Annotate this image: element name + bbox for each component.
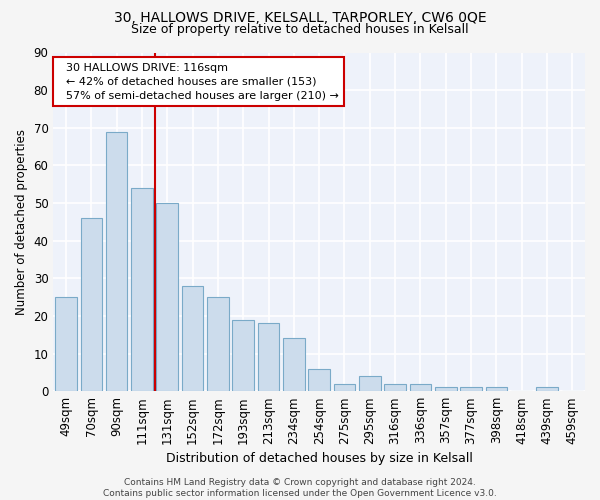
Bar <box>207 297 229 391</box>
Bar <box>385 384 406 391</box>
Text: 30 HALLOWS DRIVE: 116sqm
  ← 42% of detached houses are smaller (153)
  57% of s: 30 HALLOWS DRIVE: 116sqm ← 42% of detach… <box>59 62 338 100</box>
Bar <box>80 218 102 391</box>
Bar <box>485 388 507 391</box>
Bar <box>232 320 254 391</box>
Bar <box>157 203 178 391</box>
X-axis label: Distribution of detached houses by size in Kelsall: Distribution of detached houses by size … <box>166 452 473 465</box>
Bar <box>410 384 431 391</box>
Bar <box>334 384 355 391</box>
Y-axis label: Number of detached properties: Number of detached properties <box>15 129 28 315</box>
Bar <box>106 132 127 391</box>
Text: 30, HALLOWS DRIVE, KELSALL, TARPORLEY, CW6 0QE: 30, HALLOWS DRIVE, KELSALL, TARPORLEY, C… <box>113 11 487 25</box>
Bar <box>131 188 152 391</box>
Bar <box>536 388 558 391</box>
Bar <box>460 388 482 391</box>
Text: Contains HM Land Registry data © Crown copyright and database right 2024.
Contai: Contains HM Land Registry data © Crown c… <box>103 478 497 498</box>
Bar <box>359 376 380 391</box>
Bar <box>435 388 457 391</box>
Bar <box>55 297 77 391</box>
Bar <box>308 368 330 391</box>
Bar <box>258 324 279 391</box>
Text: Size of property relative to detached houses in Kelsall: Size of property relative to detached ho… <box>131 22 469 36</box>
Bar <box>182 286 203 391</box>
Bar <box>283 338 305 391</box>
